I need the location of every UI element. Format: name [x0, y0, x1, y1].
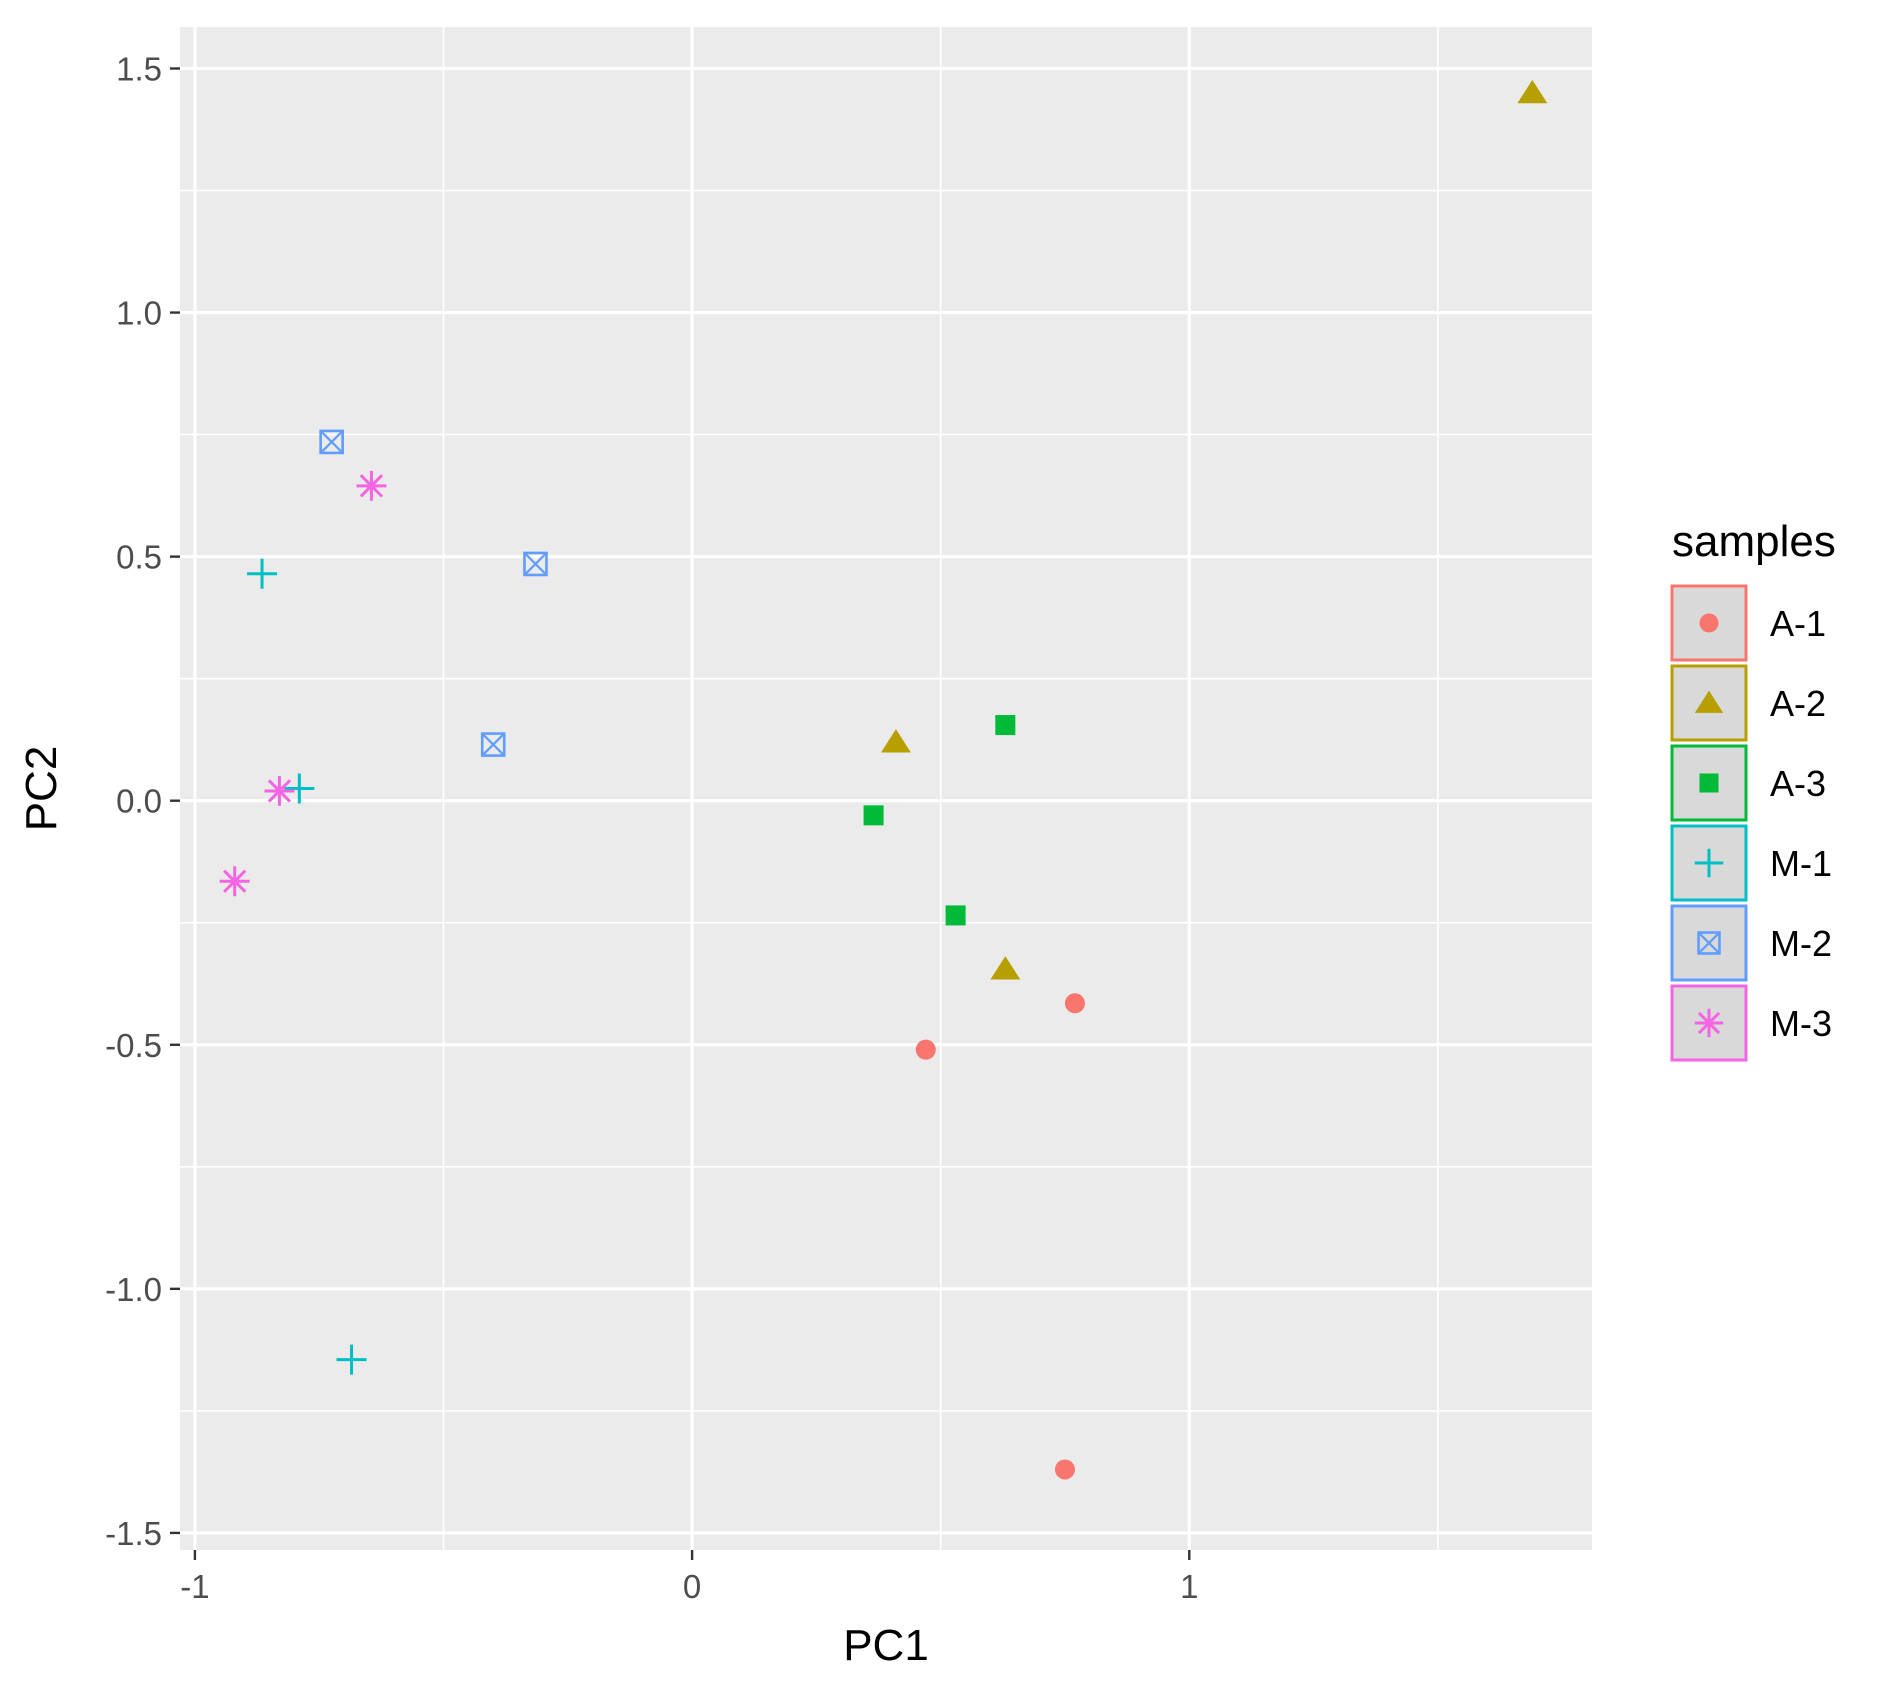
point-a-2 [1517, 79, 1548, 104]
square-cross-box [1697, 931, 1721, 955]
legend-marker-m-2 [1697, 931, 1721, 955]
legend-label-m-2: M-2 [1770, 923, 1832, 964]
point-a-1 [915, 1039, 936, 1060]
square-cross-diag-2 [523, 552, 548, 576]
point-m-2 [319, 429, 344, 455]
square-marker [945, 905, 966, 926]
legend-marker-m-1 [1694, 848, 1724, 878]
data-points [219, 79, 1548, 1480]
triangle-marker [990, 956, 1021, 980]
x-tick-label: 1 [1180, 1568, 1198, 1605]
point-a-3 [945, 905, 966, 926]
square-cross-box [523, 551, 548, 577]
square-marker [1699, 773, 1719, 793]
major-gridlines [180, 27, 1592, 1550]
y-tick-label: -0.5 [105, 1027, 162, 1064]
legend-marker-a-1 [1699, 613, 1719, 633]
point-a-1 [1054, 1459, 1075, 1480]
square-cross-diag-2 [481, 732, 506, 757]
legend-label-a-3: A-3 [1770, 763, 1826, 804]
point-a-1 [1064, 993, 1085, 1014]
point-a-2 [990, 956, 1021, 980]
circle-marker [915, 1039, 936, 1060]
square-cross-box [319, 429, 344, 455]
triangle-marker [1517, 79, 1548, 104]
legend-marker-m-3 [1694, 1008, 1724, 1038]
asterisk-stroke [1697, 1011, 1721, 1035]
point-a-3 [995, 715, 1016, 736]
square-cross-diag-2 [1697, 931, 1721, 955]
y-tick-label: 0.5 [116, 539, 162, 576]
square-marker [863, 805, 884, 826]
legend-title: samples [1672, 517, 1836, 566]
y-tick-label: -1.5 [105, 1515, 162, 1552]
point-m-3 [356, 470, 387, 501]
point-a-2 [880, 729, 911, 753]
y-axis-title: PC2 [17, 746, 66, 832]
point-m-1 [284, 773, 315, 804]
y-tick-label: 1.5 [116, 50, 162, 87]
x-tick-label: 0 [683, 1568, 701, 1605]
legend-label-m-1: M-1 [1770, 843, 1832, 884]
legend-label-a-2: A-2 [1770, 683, 1826, 724]
triangle-marker [880, 729, 911, 753]
point-m-3 [219, 866, 250, 897]
square-cross-diag-2 [319, 430, 344, 454]
square-cross-box [480, 732, 506, 757]
square-marker [995, 715, 1016, 736]
point-m-3 [264, 775, 295, 806]
y-tick-label: -1.0 [105, 1271, 162, 1308]
legend-marker-a-3 [1699, 773, 1719, 793]
y-tick-label: 0.0 [116, 783, 162, 820]
circle-marker [1699, 613, 1719, 633]
legend-label-m-3: M-3 [1770, 1003, 1832, 1044]
plot-panel [180, 27, 1592, 1550]
triangle-marker [1694, 690, 1724, 713]
circle-marker [1064, 993, 1085, 1014]
legend-marker-a-2 [1694, 690, 1724, 713]
legend: samples A-1 A-2 A-3 M-1 M-2 M-3 [1670, 517, 1836, 1062]
point-a-3 [863, 805, 884, 826]
y-tick-label: 1.0 [116, 295, 162, 332]
asterisk-stroke [267, 779, 292, 803]
point-m-2 [523, 551, 548, 577]
asterisk-stroke [359, 474, 384, 498]
asterisk-stroke [223, 869, 247, 893]
axis-ticks: -1 0 1 -1.5 -1.0 -0.5 0.0 0.5 1.0 1.5 [105, 50, 1198, 1605]
x-tick-label: -1 [180, 1568, 209, 1605]
minor-gridlines [180, 27, 1592, 1550]
point-m-1 [336, 1344, 367, 1375]
x-axis-title: PC1 [843, 1621, 929, 1670]
circle-marker [1054, 1459, 1075, 1480]
point-m-2 [480, 732, 506, 757]
legend-label-a-1: A-1 [1770, 603, 1826, 644]
point-m-1 [247, 558, 278, 589]
